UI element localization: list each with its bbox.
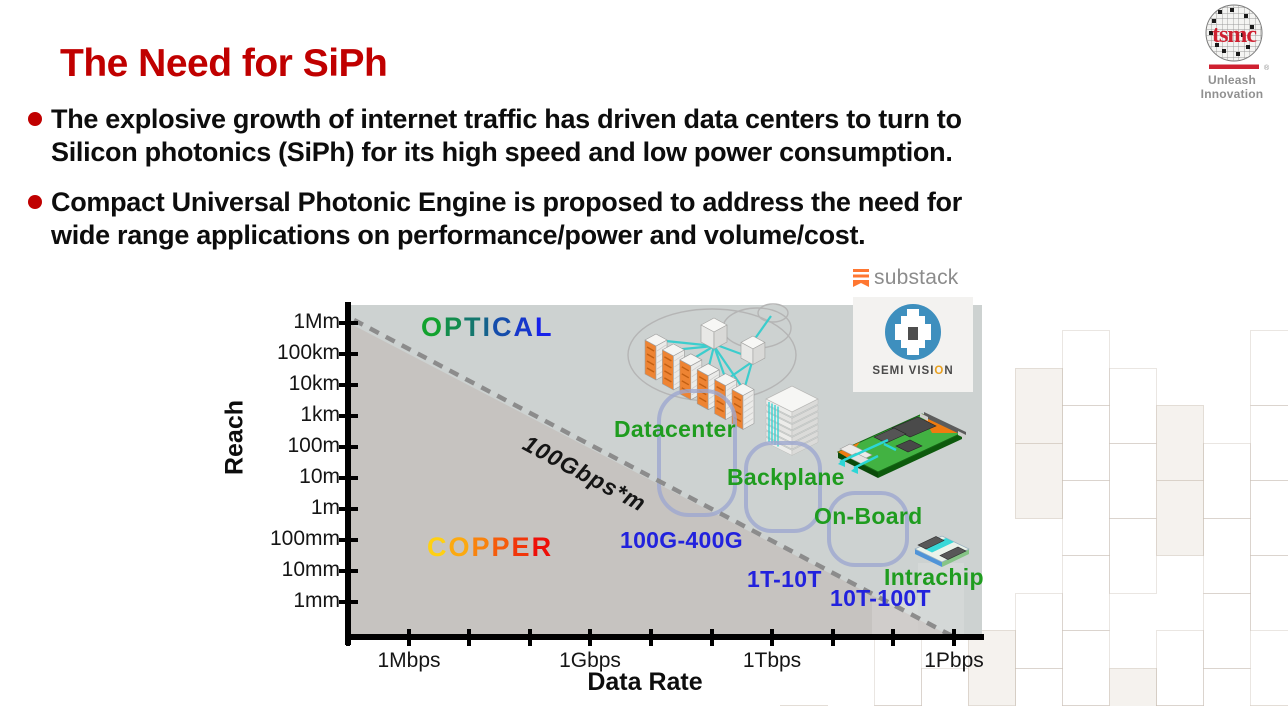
tsmc-tagline: Unleash Innovation (1200, 73, 1264, 101)
region-label-letter: P (444, 312, 465, 342)
bullet-line: wide range applications on performance/p… (51, 220, 866, 250)
die-cell (1015, 593, 1063, 669)
tsmc-logo: tsmc ® (1178, 2, 1288, 79)
y-tick-label: 100mm (269, 527, 340, 550)
bullet-item: Compact Universal Photonic Engine is pro… (28, 186, 962, 252)
y-tick-label: 10mm (281, 558, 340, 581)
die-cell (1062, 330, 1110, 406)
bullet-line: Silicon photonics (SiPh) for its high sp… (51, 137, 953, 167)
bullet-line: Compact Universal Photonic Engine is pro… (51, 187, 962, 217)
bullet-dot (28, 195, 42, 209)
die-cell (1250, 555, 1288, 631)
annotation-datacenter: Datacenter (614, 416, 736, 442)
onboard-oval (827, 491, 909, 567)
region-label-letter: O (421, 312, 445, 342)
die-cell (1062, 405, 1110, 481)
y-tick-label: 1mm (293, 589, 340, 612)
semi-vision-icon (885, 304, 941, 360)
annotation-onboard: On-Board (814, 503, 923, 529)
region-label-letter: O (448, 532, 472, 562)
die-cell (968, 630, 1016, 706)
y-tick-label: 10km (288, 372, 340, 395)
x-axis-title: Data Rate (587, 668, 703, 696)
region-label-copper: COPPER (427, 532, 553, 563)
bullet-list: The explosive growth of internet traffic… (28, 103, 962, 269)
boundary-dashed-line (352, 318, 958, 640)
y-tick-label: 100km (276, 341, 340, 364)
rate-label-10t-100t: 10T-100T (830, 585, 931, 611)
substack-wordmark: substack (874, 266, 959, 289)
y-tick-label: 100m (287, 434, 340, 457)
region-label-letter: A (513, 312, 536, 342)
x-tick-label: 1Mbps (377, 649, 441, 672)
die-cell (1109, 668, 1157, 706)
rate-label-1t-10t: 1T-10T (747, 566, 822, 592)
bullet-text: Compact Universal Photonic Engine is pro… (51, 186, 962, 252)
region-label-optical: OPTICAL (421, 312, 554, 343)
die-cell (1203, 593, 1251, 669)
die-cell (1062, 555, 1110, 631)
x-tick-label: 1Pbps (924, 649, 984, 672)
semi-vision-card: SEMI VISION (853, 297, 973, 392)
region-label-letter: T (464, 312, 483, 342)
region-label-letter: C (427, 532, 449, 562)
bullet-item: The explosive growth of internet traffic… (28, 103, 962, 169)
die-cell (1015, 668, 1063, 706)
bullet-dot (28, 112, 42, 126)
semi-vision-label-text: N (944, 365, 954, 377)
semi-vision-label-text: SEMI VISI (872, 365, 935, 377)
die-cell (1203, 668, 1251, 706)
die-cell (1062, 480, 1110, 556)
datacenter-oval (657, 389, 737, 517)
boundary-line-label: 100Gbps*m (518, 430, 651, 517)
x-tick-label: 1Tbps (742, 649, 802, 672)
substack-icon (853, 269, 869, 287)
die-cell (1250, 480, 1288, 556)
die-cell (1015, 443, 1063, 519)
tsmc-underline (1209, 64, 1259, 69)
die-cell (1250, 405, 1288, 481)
die-cell (1250, 330, 1288, 406)
bullet-text: The explosive growth of internet traffic… (51, 103, 962, 169)
chip-illustration (914, 535, 970, 567)
substack-watermark: substack (853, 266, 958, 290)
region-label-letter: C (492, 312, 514, 342)
annotation-intrachip: Intrachip (884, 564, 984, 590)
semi-vision-label: SEMI VISION (853, 365, 973, 377)
pcb-illustration (836, 412, 966, 478)
y-axis-title: Reach (220, 399, 249, 476)
die-cell (1109, 518, 1157, 594)
y-tick-label: 1Mm (293, 310, 340, 333)
server-rack (731, 383, 755, 430)
y-tick-label: 1m (310, 496, 340, 519)
y-tick-label: 1km (300, 403, 340, 426)
semi-vision-label-o: O (934, 365, 945, 377)
x-tick-label: 1Gbps (559, 649, 621, 672)
die-cell (1203, 518, 1251, 594)
tsmc-wordmark: tsmc (1212, 22, 1257, 48)
die-cell (1156, 405, 1204, 481)
region-label-letter: E (511, 532, 532, 562)
region-label-letter: L (535, 312, 554, 342)
region-label-letter: R (531, 532, 554, 562)
die-cell (1156, 480, 1204, 556)
bullet-line: The explosive growth of internet traffic… (51, 104, 962, 134)
building-illustration (765, 385, 819, 456)
y-tick-label: 10m (299, 465, 340, 488)
rate-label-100g-400g: 100G-400G (620, 527, 743, 553)
page-title: The Need for SiPh (60, 42, 388, 85)
pattern-overlay-cell (918, 563, 964, 637)
region-label-letter: P (491, 532, 512, 562)
backplane-oval (744, 441, 822, 533)
annotation-backplane: Backplane (727, 464, 845, 490)
die-cell (1203, 443, 1251, 519)
tsmc-wafer-icon: tsmc ® (1205, 4, 1270, 72)
region-label-letter: P (471, 532, 492, 562)
region-label-letter: I (482, 312, 493, 342)
registered-mark: ® (1264, 64, 1270, 72)
